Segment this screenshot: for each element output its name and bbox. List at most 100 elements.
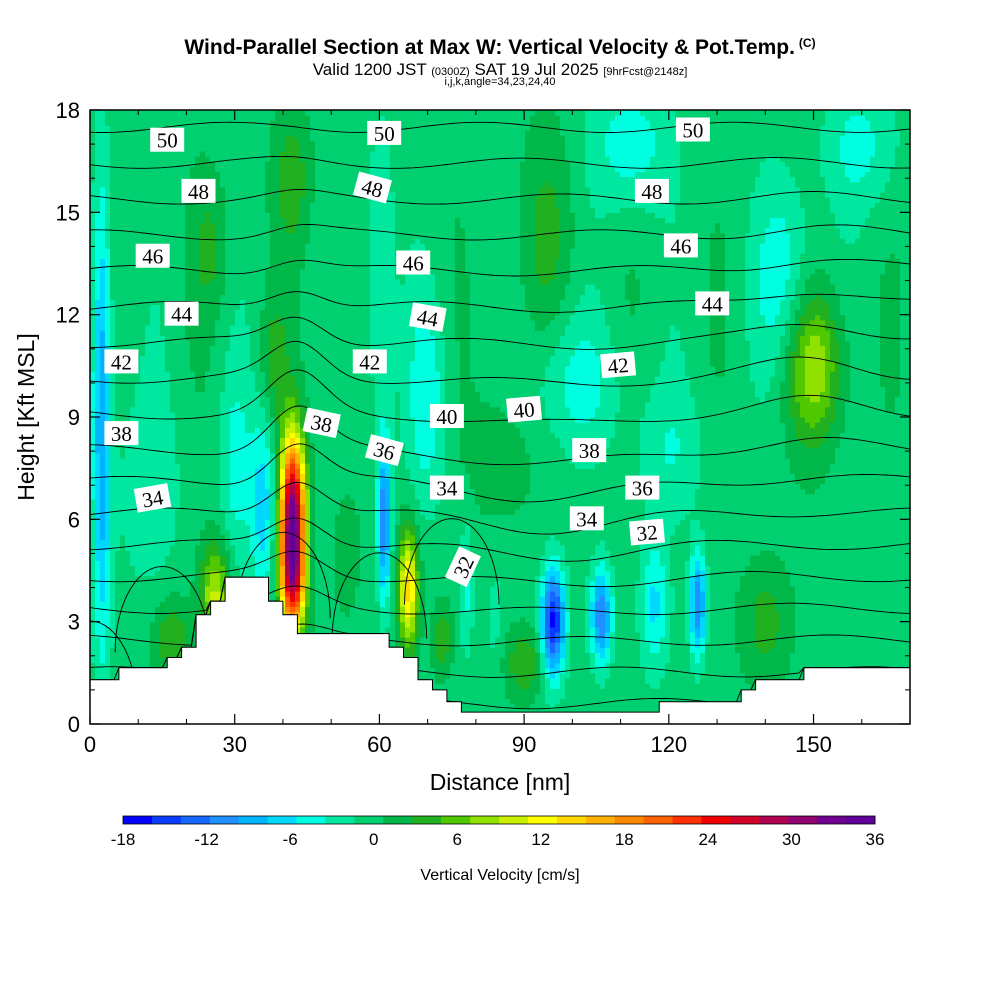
velocity-cell [270, 181, 276, 188]
velocity-cell [190, 468, 196, 474]
velocity-cell [205, 611, 211, 618]
velocity-cell [145, 411, 151, 418]
velocity-cell [275, 161, 281, 167]
velocity-cell [270, 355, 276, 362]
velocity-cell [100, 611, 106, 618]
velocity-cell [115, 642, 121, 648]
velocity-cell [100, 376, 106, 382]
velocity-cell [165, 534, 171, 541]
velocity-cell [255, 550, 261, 556]
velocity-cell [215, 186, 221, 193]
velocity-cell [165, 621, 171, 628]
velocity-cell [210, 166, 216, 172]
velocity-cell [245, 376, 251, 382]
velocity-cell [290, 555, 296, 561]
velocity-cell [280, 590, 286, 597]
velocity-cell [230, 570, 236, 577]
velocity-cell [90, 580, 96, 587]
velocity-cell [165, 370, 171, 377]
velocity-cell [195, 120, 201, 126]
velocity-cell [95, 672, 101, 679]
velocity-cell [120, 590, 126, 597]
velocity-cell [105, 110, 111, 116]
velocity-cell [190, 110, 196, 116]
velocity-cell [195, 447, 201, 454]
velocity-cell [90, 514, 96, 520]
velocity-cell [245, 166, 251, 172]
velocity-cell [110, 248, 116, 254]
velocity-cell [115, 401, 121, 408]
velocity-cell [260, 370, 266, 377]
velocity-cell [145, 417, 151, 423]
velocity-cell [100, 590, 106, 597]
velocity-cell [110, 340, 116, 346]
velocity-cell [295, 437, 301, 444]
velocity-cell [110, 171, 116, 178]
velocity-cell [285, 539, 291, 546]
velocity-cell [170, 503, 176, 510]
velocity-cell [245, 253, 251, 259]
velocity-cell [90, 473, 96, 479]
velocity-cell [290, 335, 296, 341]
velocity-cell [240, 283, 246, 290]
velocity-cell [145, 483, 151, 490]
velocity-cell [150, 657, 156, 664]
velocity-cell [160, 156, 166, 162]
velocity-cell [185, 248, 191, 254]
velocity-cell [125, 529, 131, 536]
velocity-cell [125, 565, 131, 572]
velocity-cell [115, 335, 121, 341]
velocity-cell [240, 171, 246, 178]
velocity-cell [275, 596, 281, 602]
velocity-cell [95, 120, 101, 126]
velocity-cell [110, 596, 116, 602]
velocity-cell [285, 258, 291, 265]
velocity-cell [215, 156, 221, 162]
velocity-cell [165, 417, 171, 423]
velocity-cell [95, 391, 101, 398]
velocity-cell [100, 427, 106, 433]
velocity-cell [230, 258, 236, 265]
velocity-cell [200, 411, 206, 418]
velocity-cell [225, 283, 231, 290]
velocity-cell [250, 222, 256, 229]
velocity-cell [130, 237, 136, 244]
velocity-cell [280, 227, 286, 234]
velocity-cell [120, 130, 126, 137]
velocity-cell [155, 391, 161, 398]
velocity-cell [270, 570, 276, 577]
velocity-cell [100, 360, 106, 367]
velocity-cell [245, 457, 251, 464]
velocity-cell [220, 544, 226, 551]
velocity-cell [245, 463, 251, 469]
velocity-cell [195, 253, 201, 259]
velocity-cell [200, 432, 206, 439]
velocity-cell [140, 524, 146, 531]
velocity-cell [115, 575, 121, 582]
velocity-cell [260, 330, 266, 336]
velocity-cell [265, 411, 271, 418]
velocity-cell [275, 258, 281, 265]
velocity-cell [105, 401, 111, 408]
velocity-cell [170, 642, 176, 648]
velocity-cell [270, 503, 276, 510]
velocity-cell [200, 319, 206, 326]
velocity-cell [185, 468, 191, 474]
velocity-cell [230, 263, 236, 270]
velocity-cell [120, 580, 126, 587]
velocity-cell [140, 181, 146, 188]
velocity-cell [250, 447, 256, 454]
velocity-cell [145, 478, 151, 485]
velocity-cell [140, 212, 146, 219]
velocity-cell [235, 555, 241, 561]
velocity-cell [255, 324, 261, 331]
velocity-cell [255, 401, 261, 408]
velocity-cell [100, 186, 106, 193]
velocity-cell [230, 304, 236, 311]
velocity-cell [110, 125, 116, 132]
velocity-cell [135, 289, 141, 295]
velocity-cell [105, 483, 111, 490]
velocity-cell [180, 498, 186, 505]
velocity-cell [270, 493, 276, 500]
velocity-cell [180, 401, 186, 408]
